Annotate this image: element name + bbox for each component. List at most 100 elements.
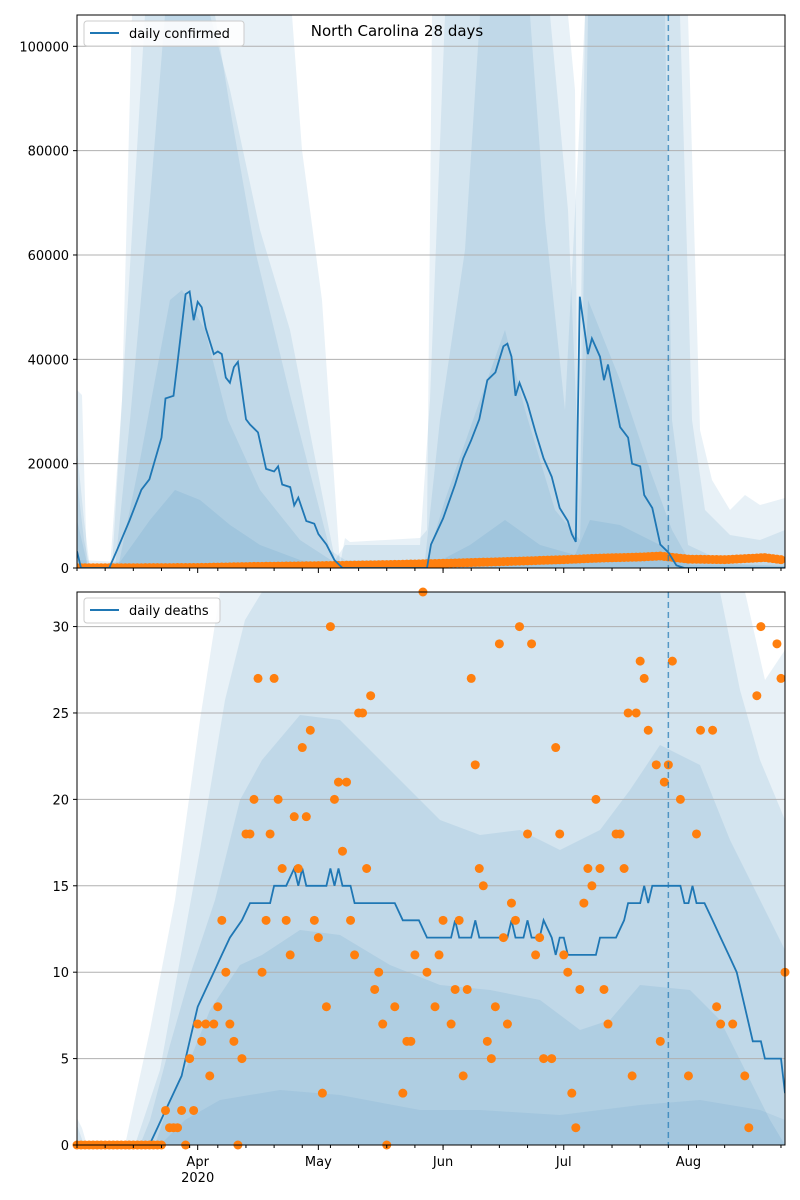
observed-point	[478, 881, 488, 891]
observed-point	[297, 743, 307, 753]
confirmed-band-mid	[77, 15, 785, 568]
observed-point	[225, 1019, 235, 1029]
x-tick-label: Apr	[186, 1155, 209, 1170]
observed-point	[446, 1019, 456, 1029]
observed-point	[289, 812, 299, 822]
observed-point	[655, 1036, 665, 1046]
observed-point	[776, 555, 785, 565]
observed-point	[177, 1105, 187, 1115]
observed-point	[502, 1019, 512, 1029]
confirmed-axes-frame	[76, 14, 786, 569]
observed-point	[370, 984, 380, 994]
observed-point	[378, 1019, 388, 1029]
deaths-legend-label: daily deaths	[129, 604, 209, 619]
observed-point	[265, 829, 275, 839]
observed-point	[342, 777, 352, 787]
observed-point	[273, 794, 283, 804]
observed-point	[197, 1036, 207, 1046]
x-tick-label: Aug	[676, 1155, 701, 1170]
observed-point	[627, 1071, 637, 1081]
observed-point	[309, 915, 319, 925]
y-tick-label: 60000	[28, 249, 69, 264]
confirmed-bands	[77, 15, 785, 568]
observed-point	[531, 950, 541, 960]
observed-point	[667, 656, 677, 666]
observed-point	[466, 673, 476, 683]
observed-point	[539, 1054, 549, 1064]
observed-point	[756, 622, 766, 632]
observed-point	[696, 725, 706, 735]
observed-point	[438, 915, 448, 925]
observed-point	[498, 933, 508, 943]
observed-point	[269, 673, 279, 683]
observed-point	[458, 1071, 468, 1081]
observed-point	[261, 915, 271, 925]
confirmed-band-lower	[80, 490, 785, 568]
observed-point	[712, 1002, 722, 1012]
y-tick-label: 20000	[28, 458, 69, 473]
observed-point	[398, 1088, 408, 1098]
y-tick-label: 15	[52, 880, 69, 895]
y-tick-label: 5	[61, 1053, 69, 1068]
observed-point	[631, 708, 641, 718]
observed-point	[173, 1123, 183, 1133]
deaths-axes-frame	[76, 591, 786, 1146]
observed-point	[329, 794, 339, 804]
y-tick-label: 30	[52, 621, 69, 636]
observed-point	[257, 967, 267, 977]
observed-point	[237, 1054, 247, 1064]
observed-point	[587, 881, 597, 891]
observed-point	[201, 1019, 211, 1029]
observed-point	[740, 1071, 750, 1081]
observed-point	[350, 950, 360, 960]
observed-point	[527, 639, 537, 649]
observed-point	[603, 1019, 613, 1029]
observed-point	[366, 691, 376, 701]
chart-title: North Carolina 28 days	[311, 22, 484, 40]
confirmed-legend-box	[83, 20, 245, 47]
y-tick-label: 0	[61, 562, 69, 577]
observed-point	[213, 1002, 223, 1012]
observed-point	[410, 950, 420, 960]
observed-point	[454, 915, 464, 925]
y-tick-label: 0	[61, 1139, 69, 1154]
observed-point	[317, 1088, 327, 1098]
deaths-y-axis: 0 5 10 15 20 25 30	[52, 621, 77, 1154]
confirmed-y-axis: 0 20000 40000 60000 80000 100000	[19, 40, 77, 577]
deaths-band-inner	[77, 715, 785, 1145]
observed-point	[346, 915, 356, 925]
observed-point	[217, 915, 227, 925]
observed-point	[185, 1054, 195, 1064]
observed-point	[313, 933, 323, 943]
observed-point	[595, 864, 605, 873]
observed-point	[305, 725, 315, 735]
observed-point	[651, 760, 661, 770]
observed-point	[462, 984, 472, 994]
observed-point	[692, 829, 701, 839]
y-tick-label: 40000	[28, 353, 69, 368]
deaths-legend: daily deaths	[83, 597, 221, 624]
observed-point	[583, 864, 593, 873]
observed-point	[683, 1071, 693, 1081]
observed-point	[189, 1105, 199, 1115]
observed-point	[321, 1002, 331, 1012]
observed-point	[374, 967, 384, 977]
y-tick-label: 25	[52, 707, 69, 722]
observed-point	[643, 725, 653, 735]
observed-point	[490, 1002, 500, 1012]
confirmed-observed-points	[77, 551, 785, 568]
deaths-legend-box	[83, 597, 221, 624]
deaths-band-mid	[77, 592, 785, 1145]
observed-point	[547, 1054, 557, 1064]
confirmed-grid	[77, 45, 785, 465]
x-tick-label: Jun	[432, 1155, 453, 1170]
deaths-band-outer	[77, 592, 785, 1145]
observed-point	[506, 898, 516, 908]
observed-point	[390, 1002, 400, 1012]
observed-point	[325, 622, 335, 632]
observed-point	[434, 950, 444, 960]
observed-point	[728, 1019, 738, 1029]
confirmed-line	[77, 289, 785, 568]
observed-point	[285, 950, 295, 960]
